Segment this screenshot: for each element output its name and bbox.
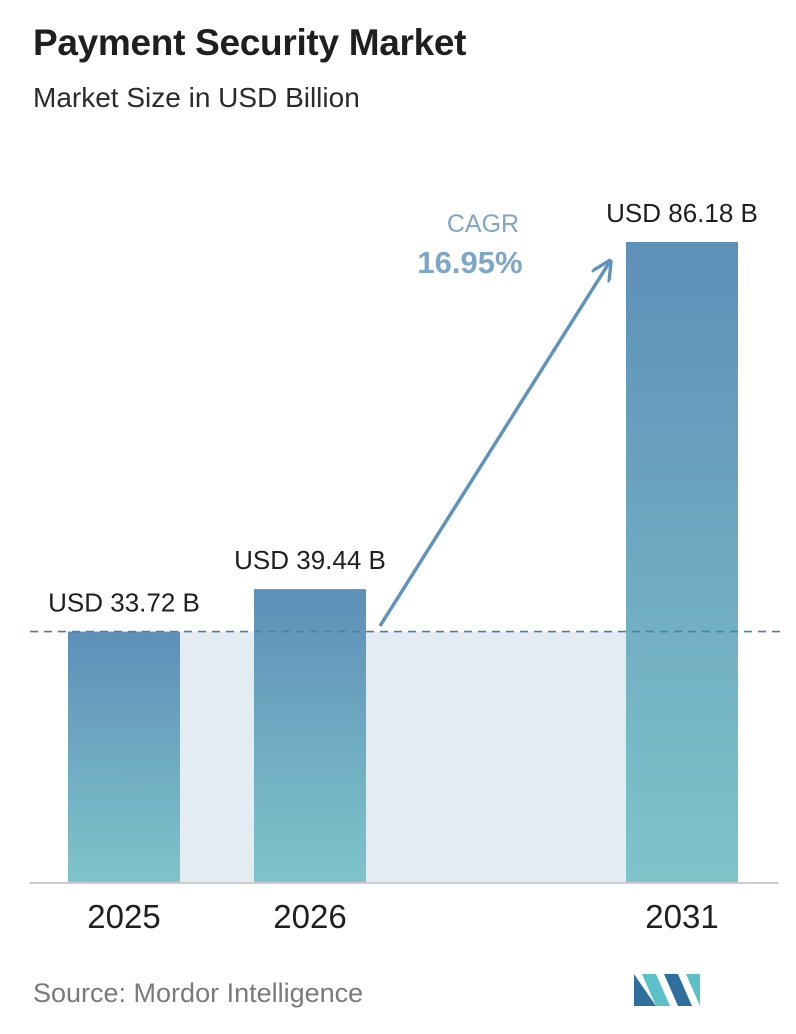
cagr-label: CAGR [447,210,519,238]
tick-label-2025: 2025 [87,898,160,935]
chart-subtitle: Market Size in USD Billion [33,82,360,113]
tick-label-2031: 2031 [645,898,718,935]
value-label-2025: USD 33.72 B [48,588,200,618]
cagr-value: 16.95% [417,245,522,280]
value-label-2031: USD 86.18 B [606,198,758,228]
cagr-arrow [378,263,609,627]
chart-title: Payment Security Market [33,22,467,63]
mordor-intelligence-logo-icon [634,974,700,1006]
bar-2031 [626,242,738,882]
value-label-2026: USD 39.44 B [234,545,386,575]
source-note: Source: Mordor Intelligence [33,978,364,1008]
bar-2026 [254,589,366,882]
tick-label-2026: 2026 [273,898,346,935]
bar-2025 [68,631,180,882]
